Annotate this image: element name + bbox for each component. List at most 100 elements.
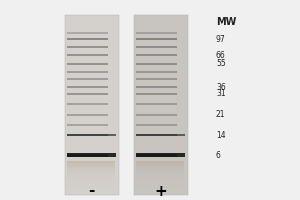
Bar [136,163,184,164]
Bar [67,187,115,188]
Bar [136,134,185,136]
Bar [136,154,177,156]
Bar [67,78,108,80]
Text: 6: 6 [216,150,221,160]
Bar [67,176,115,177]
Bar [136,162,184,163]
Text: -: - [88,184,95,198]
Bar [67,166,115,167]
Bar [136,114,177,116]
Bar [136,165,184,166]
Bar [67,183,115,184]
Bar [136,177,184,178]
Bar [136,78,177,80]
Bar [67,169,115,170]
Bar [67,188,115,189]
Bar [136,86,177,88]
Bar [67,175,115,176]
Bar [67,63,108,65]
Text: 55: 55 [216,60,226,68]
Bar [136,169,184,170]
Bar [67,186,115,187]
Bar [67,93,108,95]
Bar [67,163,115,164]
Bar [67,179,115,180]
Bar [136,63,177,65]
Bar [67,162,115,163]
Text: 31: 31 [216,90,226,98]
Bar [136,54,177,56]
Bar [134,15,188,195]
Bar [136,166,184,167]
Bar [67,181,115,182]
Bar [136,93,177,95]
Bar [67,153,116,157]
Bar [67,154,108,156]
Bar [136,171,184,172]
Bar [67,86,108,88]
Text: 36: 36 [216,82,226,92]
Bar [136,181,184,182]
Bar [67,180,115,181]
Bar [67,134,116,136]
Bar [136,176,184,177]
Bar [136,103,177,105]
Bar [67,178,115,179]
Bar [64,15,118,195]
Bar [67,182,115,183]
Bar [67,114,108,116]
Bar [136,172,184,173]
Bar [67,38,108,40]
Bar [67,173,115,174]
Bar [136,134,177,136]
Bar [67,184,115,185]
Bar [136,46,177,48]
Bar [67,124,108,126]
Bar [136,178,184,179]
Bar [67,185,115,186]
Bar [67,168,115,169]
Bar [67,164,115,165]
Bar [136,173,184,174]
Bar [136,184,184,185]
Bar [136,71,177,73]
Bar [136,187,184,188]
Bar [136,186,184,187]
Bar [67,134,108,136]
Bar [67,32,108,34]
Bar [67,161,115,162]
Text: 21: 21 [216,110,226,119]
Bar [136,182,184,183]
Bar [136,183,184,184]
Bar [67,71,108,73]
Text: MW: MW [216,17,236,27]
Bar [136,174,184,175]
Bar [136,153,185,157]
Bar [67,167,115,168]
Bar [67,165,115,166]
Text: 97: 97 [216,34,226,44]
Text: 66: 66 [216,50,226,60]
Bar [67,54,108,56]
Text: +: + [154,184,167,198]
Bar [67,46,108,48]
Text: 14: 14 [216,130,226,140]
Bar [136,170,184,171]
Bar [136,188,184,189]
Bar [136,167,184,168]
Bar [67,103,108,105]
Bar [136,168,184,169]
Bar [136,38,177,40]
Bar [136,179,184,180]
Bar [67,171,115,172]
Bar [136,164,184,165]
Bar [67,172,115,173]
Bar [67,170,115,171]
Bar [136,32,177,34]
Bar [67,177,115,178]
Bar [136,161,184,162]
Bar [136,185,184,186]
Bar [67,174,115,175]
Bar [136,180,184,181]
Bar [136,124,177,126]
